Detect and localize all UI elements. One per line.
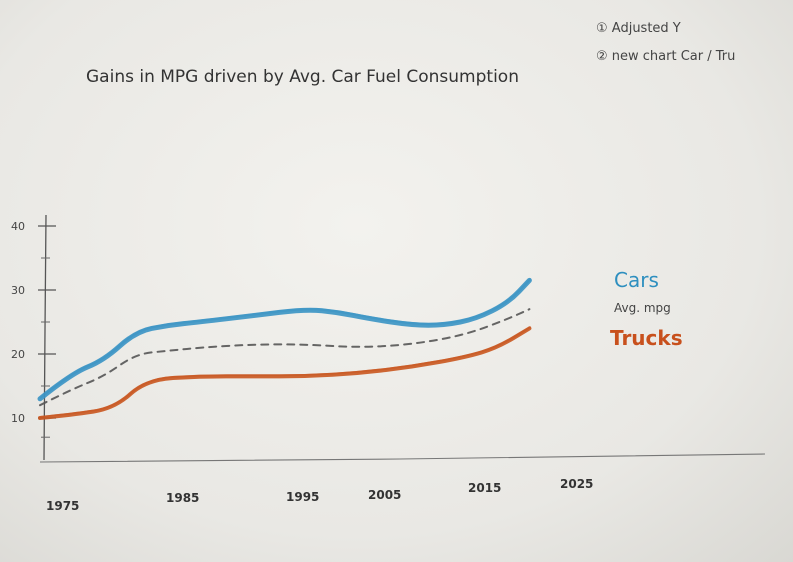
note-adjusted-y: ① Adjusted Y — [596, 21, 681, 36]
chart-title: Gains in MPG driven by Avg. Car Fuel Con… — [86, 67, 519, 87]
axes: 10 20 30 40 1975 1985 1995 2005 2015 2025 — [11, 214, 766, 513]
series-line-trucks-texture — [39, 326, 532, 418]
y-tick-label: 30 — [11, 284, 25, 297]
series-line-avg-mpg — [39, 308, 531, 407]
x-tick-label: 2025 — [560, 477, 593, 491]
legend-label: Trucks — [610, 326, 683, 350]
x-tick-label: 1995 — [286, 490, 319, 504]
legend-label: Cars — [614, 268, 659, 292]
x-tick-label: 2005 — [368, 488, 401, 502]
y-tick-label: 20 — [11, 348, 25, 361]
margin-notes: ① Adjusted Y ② new chart Car / Tru — [596, 21, 735, 64]
legend-label: Avg. mpg — [614, 301, 671, 315]
x-axis-line — [39, 453, 766, 463]
note-new-chart: ② new chart Car / Tru — [596, 49, 735, 64]
x-tick-label: 1985 — [166, 491, 199, 505]
x-tick-label: 2015 — [468, 481, 501, 495]
x-tick-label: 1975 — [46, 499, 79, 513]
y-axis-line — [43, 214, 47, 461]
legend: Cars Avg. mpg Trucks — [610, 268, 683, 350]
series-line-cars — [37, 277, 532, 402]
series-layer — [37, 277, 532, 420]
series-line-cars-texture — [39, 278, 532, 399]
y-tick-label: 40 — [11, 220, 25, 233]
y-tick-label: 10 — [11, 412, 25, 425]
